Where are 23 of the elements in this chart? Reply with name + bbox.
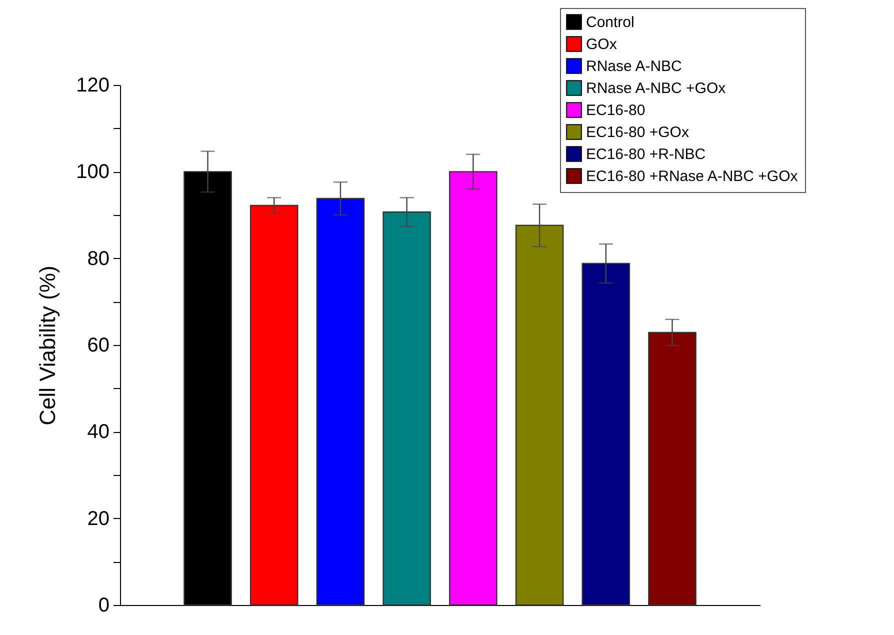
legend-label: GOx <box>586 36 618 53</box>
legend-label: EC16-80 +GOx <box>586 124 690 141</box>
y-tick-label: 20 <box>87 508 110 530</box>
legend-label: EC16-80 <box>586 102 646 119</box>
bar <box>250 204 298 606</box>
y-tick-label: 60 <box>87 334 110 356</box>
bar <box>648 332 696 606</box>
bar <box>582 262 630 606</box>
legend-label: RNase A-NBC <box>586 58 682 75</box>
y-tick-label: 0 <box>98 594 110 616</box>
legend-label: RNase A-NBC +GOx <box>586 80 726 97</box>
y-tick-label: 120 <box>76 74 110 96</box>
y-tick-label: 40 <box>87 421 110 444</box>
y-tick-label: 80 <box>87 248 110 270</box>
legend-label: EC16-80 +RNase A-NBC +GOx <box>586 168 798 185</box>
bar <box>316 198 365 606</box>
bar <box>449 171 498 606</box>
legend-label: Control <box>586 14 634 31</box>
y-tick-label: 100 <box>76 161 110 184</box>
legend-label: EC16-80 +R-NBC <box>586 146 706 163</box>
bar <box>515 224 564 606</box>
y-axis-title: Cell Viability (%) <box>35 266 60 426</box>
bar <box>382 211 431 606</box>
